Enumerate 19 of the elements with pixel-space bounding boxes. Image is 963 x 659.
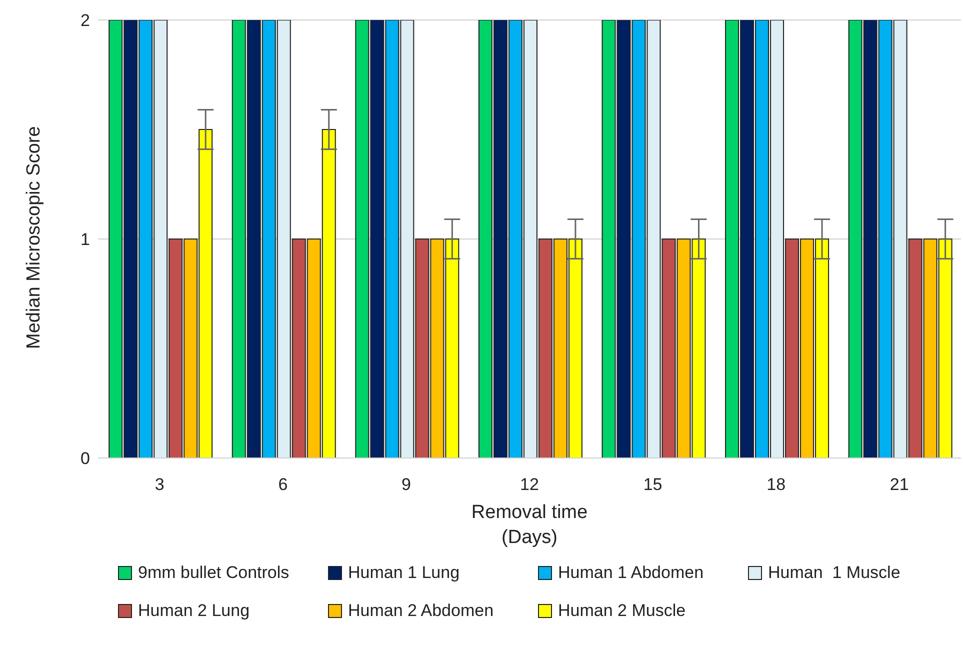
y-tick-label: 1 [80,230,90,250]
x-axis-title: Removal time (Days) [471,502,588,548]
x-tick-label: 6 [278,475,288,494]
legend-label: Human 2 Lung [137,601,251,621]
legend-label: Human 1 Lung [347,563,461,583]
x-tick-label: 21 [890,475,909,494]
y-tick-label: 0 [80,449,90,468]
x-tick-label: 15 [643,475,662,494]
legend-label: Human 1 Muscle [767,563,902,583]
legend-label: Human 1 Abdomen [557,563,705,583]
x-tick-label: 9 [401,475,411,494]
x-tick-label: 12 [520,475,539,494]
x-tick-label: 18 [766,475,786,494]
legend-label: Human 2 Muscle [557,601,687,621]
x-tick-label: 3 [154,475,164,494]
y-tick-label: 2 [80,11,90,30]
legend-label: 9mm bullet Controls [137,563,290,583]
legend-label: Human 2 Abdomen [347,601,495,621]
y-axis-title: Median Microscopic Score [24,126,45,349]
